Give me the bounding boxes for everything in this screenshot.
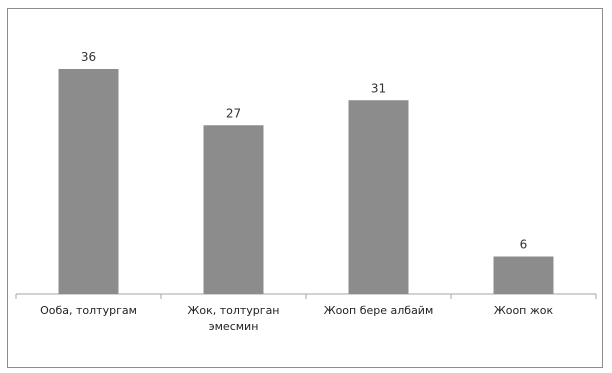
category-label: Ооба, толтургам [40, 304, 137, 317]
bar [493, 256, 554, 294]
data-label: 27 [226, 106, 241, 120]
bar [203, 125, 264, 294]
category-label: Жооп жок [494, 304, 554, 317]
data-label: 36 [81, 50, 96, 64]
chart-area: 36 Ооба, толтургам 27 Жок, толтурган эмесмин… [7, 8, 603, 368]
data-label: 6 [520, 238, 528, 252]
bar [348, 100, 409, 294]
category-label: Жооп бере албайм [324, 304, 434, 317]
bar-chart: 36 Ооба, толтургам 27 Жок, толтурган эмесмин… [15, 50, 597, 333]
bar [58, 69, 119, 294]
category-label: Жок, толтурган эмесмин [188, 304, 280, 333]
data-label: 31 [371, 81, 386, 95]
